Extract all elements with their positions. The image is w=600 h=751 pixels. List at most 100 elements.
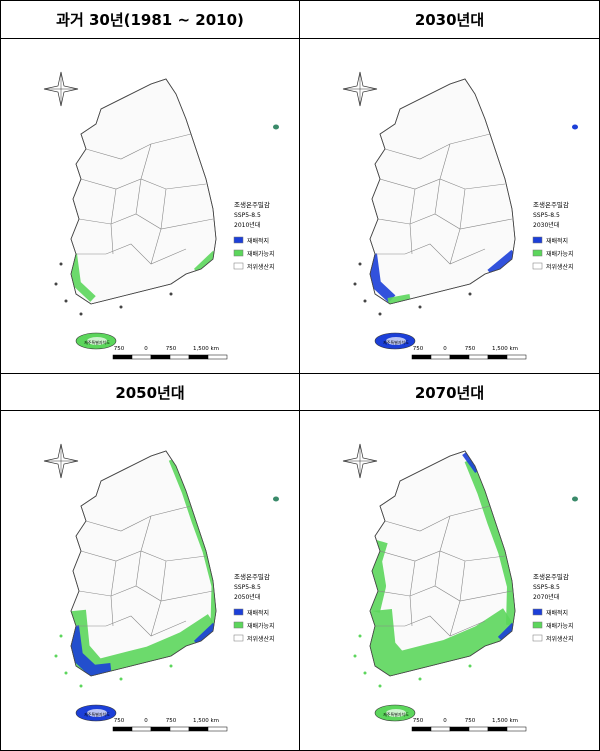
island (79, 684, 83, 688)
legend-swatch (532, 236, 543, 244)
suitability-zone (487, 249, 515, 277)
legend-period: 2030년대 (533, 221, 559, 229)
scale-bar (169, 354, 190, 360)
island (64, 299, 68, 303)
scale-label: 0 (144, 346, 148, 352)
jeju-inner (87, 337, 107, 345)
suitability-zone (370, 608, 515, 676)
scale-label: 750 (413, 718, 424, 724)
jeju-inner (386, 709, 406, 717)
legend-title: 조생온주밀감 (234, 572, 270, 581)
map: 제주특별자치도 조생온주밀감 SSP5-8.5 2010년대재배적지재배가능지저위생산… (43, 71, 279, 360)
scale-bar (449, 726, 470, 732)
province-border (409, 188, 416, 255)
scale-bar (150, 354, 171, 360)
island (378, 684, 382, 688)
legend-label: 저위생산지 (247, 635, 275, 643)
scale-bar (430, 354, 451, 360)
island (418, 677, 422, 681)
province-border (150, 188, 167, 265)
map-cell: 제주특별자치도 조생온주밀감 SSP5-8.5 2030년대 재배적지 재배가능지 저위생산… (300, 39, 599, 374)
province-border (375, 615, 486, 637)
ulleungdo (273, 124, 279, 130)
legend-scenario: SSP5-8.5 (533, 584, 560, 591)
island (54, 282, 58, 286)
island (378, 312, 382, 316)
province-border (110, 560, 117, 627)
legend-label: 재배적지 (546, 237, 568, 245)
scale-label: 1,500 km (492, 718, 518, 724)
jeju-inner (386, 337, 406, 345)
scale-bar (207, 726, 228, 732)
ulleungdo (572, 124, 578, 130)
province-border (76, 615, 187, 637)
compass-arm (343, 444, 377, 478)
map: 제주특별자치도 조생온주밀감 SSP5-8.5 2030년대재배적지재배가능지저위생산… (342, 71, 578, 360)
province-border (76, 243, 187, 265)
scale-bar (411, 354, 432, 360)
province-border (384, 505, 491, 532)
scale-label: 0 (144, 718, 148, 724)
scale-label: 1,500 km (193, 718, 219, 724)
scale-bar (112, 354, 133, 360)
jeju-label: 제주특별자치도 (84, 339, 110, 345)
land-outline (70, 78, 217, 305)
legend-swatch (532, 608, 543, 616)
scale-bar (449, 354, 470, 360)
scale-label: 750 (114, 346, 125, 352)
map: 제주특별자치도 조생온주밀감 SSP5-8.5 2050년대재배적지재배가능지저위생산… (43, 443, 279, 732)
scale-bar (468, 354, 489, 360)
scale-label: 750 (114, 718, 125, 724)
land-outline (369, 450, 516, 677)
compass-arm (343, 72, 377, 106)
scale-bar (506, 726, 527, 732)
land-outline (369, 78, 516, 305)
legend-swatch (233, 262, 244, 270)
legend-scenario: SSP5-8.5 (234, 584, 261, 591)
legend-label: 재배가능지 (247, 250, 275, 258)
legend-label: 저위생산지 (247, 263, 275, 271)
scale-bar (112, 726, 133, 732)
legend-swatch (532, 249, 543, 257)
scale-bar (131, 354, 152, 360)
legend-swatch (532, 621, 543, 629)
island (468, 292, 472, 296)
suitability-zone (370, 253, 396, 303)
legend-swatch (532, 634, 543, 642)
land (70, 78, 217, 305)
island (64, 671, 68, 675)
panel-title: 2050년대 (1, 374, 300, 411)
legend-scenario: SSP5-8.5 (533, 212, 560, 219)
island (54, 654, 58, 658)
map-cell: 제주특별자치도 조생온주밀감 SSP5-8.5 2010년대 재배적지 재배가능지 저위생산… (1, 39, 300, 374)
scale-label: 750 (465, 718, 476, 724)
island (119, 677, 123, 681)
ulleungdo (572, 496, 578, 502)
suitability-overlay (71, 250, 216, 302)
scale-bar (506, 354, 527, 360)
province-border (409, 560, 416, 627)
legend-title: 조생온주밀감 (533, 572, 569, 581)
province-border (449, 188, 466, 265)
scale-label: 750 (166, 718, 177, 724)
island (59, 262, 63, 266)
scale-label: 750 (166, 346, 177, 352)
island (59, 634, 63, 638)
map-cell: 제주특별자치도 조생온주밀감 SSP5-8.5 2050년대 재배적지 재배가능지 저위생산… (1, 411, 300, 750)
province-border (135, 515, 152, 587)
scale-bar (207, 354, 228, 360)
island (353, 654, 357, 658)
scale-bar (487, 354, 508, 360)
island (353, 282, 357, 286)
legend-label: 재배가능지 (247, 622, 275, 630)
legend-period: 2070년대 (533, 593, 559, 601)
legend-label: 재배적지 (247, 609, 269, 617)
scale-bar (487, 726, 508, 732)
scale-label: 1,500 km (193, 346, 219, 352)
island (169, 292, 173, 296)
suitability-zone (497, 622, 515, 642)
legend-label: 재배가능지 (546, 622, 574, 630)
compass-arm (44, 72, 78, 106)
legend-title: 조생온주밀감 (533, 200, 569, 209)
scale-bar (131, 726, 152, 732)
